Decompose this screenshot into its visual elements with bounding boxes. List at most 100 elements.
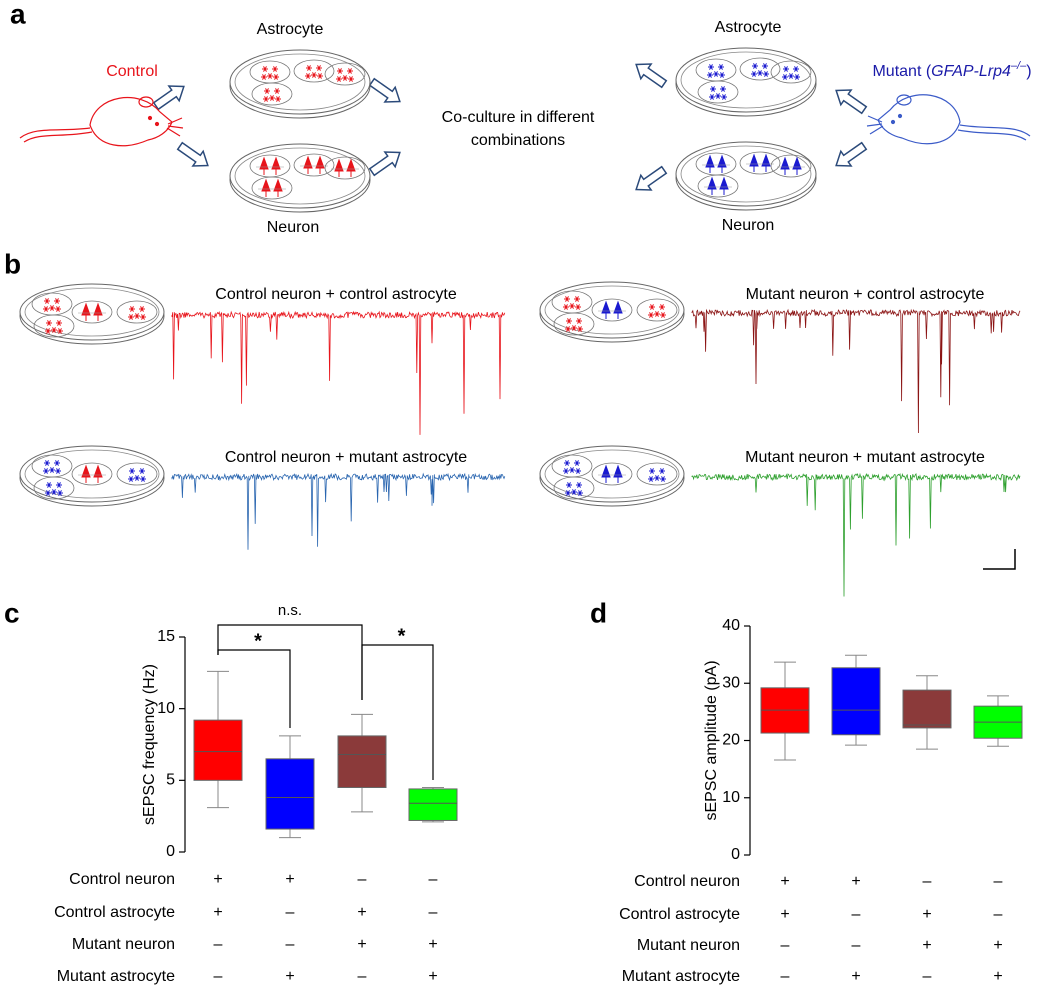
well: [251, 82, 293, 106]
astrocyte: [788, 73, 794, 79]
condition-sign: –: [923, 873, 932, 890]
astrocyte: [654, 475, 660, 481]
condition-sign: –: [994, 906, 1003, 923]
neuron: [792, 156, 802, 175]
astrocyte: [128, 314, 134, 320]
astrocyte: [708, 64, 714, 70]
well: [293, 153, 335, 177]
neuron: [273, 178, 283, 197]
astrocyte: [571, 489, 577, 495]
astrocyte: [710, 86, 716, 92]
condition-sign: –: [852, 906, 861, 923]
astrocyte: [129, 468, 135, 474]
well: [636, 462, 678, 486]
condition-sign: –: [214, 968, 223, 985]
control-mouse: [19, 96, 184, 147]
astrocyte: [263, 96, 269, 102]
neuron: [761, 153, 771, 172]
neuron: [303, 155, 313, 174]
dish: [675, 47, 817, 117]
y-tick-label: 15: [157, 628, 175, 645]
mutant-superscript: –/–: [1010, 60, 1027, 72]
trace-title: Mutant neuron + mutant astrocyte: [745, 449, 985, 466]
center-text: combinations: [471, 132, 565, 149]
trace: [691, 308, 1021, 434]
condition-sign: +: [851, 873, 860, 890]
astrocyte: [275, 96, 281, 102]
astrocyte: [659, 468, 665, 474]
trace: [171, 310, 506, 435]
astrocyte: [763, 71, 769, 77]
astrocyte: [782, 74, 788, 80]
astrocyte: [272, 66, 278, 72]
neuron: [613, 300, 623, 319]
dish-label: Neuron: [267, 219, 319, 236]
mutant-gene: GFAP-Lrp4: [931, 63, 1011, 80]
condition-sign: +: [993, 937, 1002, 954]
significance-label: *: [254, 630, 262, 652]
condition-label: Mutant astrocyte: [622, 968, 740, 985]
y-tick-label: 10: [157, 700, 175, 717]
dish-top: [229, 143, 371, 209]
astrocyte: [316, 65, 322, 71]
dish: [539, 445, 685, 507]
astrocyte: [576, 482, 582, 488]
box: [831, 667, 881, 736]
neuron: [271, 156, 281, 175]
well: [770, 154, 812, 178]
well: [251, 176, 293, 200]
astrocyte: [575, 304, 581, 310]
scale-bar: [983, 549, 1016, 570]
astrocyte: [337, 68, 343, 74]
astrocyte: [128, 476, 134, 482]
neuron: [749, 153, 759, 172]
astrocyte: [45, 490, 51, 496]
well: [71, 462, 113, 486]
astrocyte: [46, 482, 52, 488]
significance-label: n.s.: [278, 602, 302, 619]
astrocyte: [139, 468, 145, 474]
condition-label: Mutant astrocyte: [57, 968, 175, 985]
panel-label: c: [4, 597, 20, 628]
dish: [675, 141, 817, 211]
astrocyte: [793, 66, 799, 72]
astrocyte: [140, 476, 146, 482]
astrocyte: [660, 476, 666, 482]
dish-top: [675, 47, 817, 113]
dish-inner: [24, 287, 160, 337]
well: [324, 62, 366, 86]
neuron: [81, 464, 91, 483]
astrocyte: [660, 312, 666, 318]
y-tick-label: 5: [166, 772, 175, 789]
astrocyte: [43, 468, 49, 474]
condition-sign: +: [922, 937, 931, 954]
astrocyte: [565, 490, 571, 496]
well: [636, 298, 678, 322]
box: [902, 689, 952, 729]
trace-title: Mutant neuron + control astrocyte: [746, 286, 985, 303]
astrocyte: [709, 94, 715, 100]
astrocyte: [564, 296, 570, 302]
neuron: [81, 302, 91, 321]
astrocyte: [648, 312, 654, 318]
neuron: [613, 464, 623, 483]
condition-sign: –: [781, 968, 790, 985]
y-axis-label: sEPSC frequency (Hz): [141, 664, 158, 825]
astrocyte: [752, 63, 758, 69]
dish-label: Neuron: [722, 217, 774, 234]
astrocyte: [45, 328, 51, 334]
condition-label: Mutant neuron: [637, 937, 740, 954]
astrocyte: [336, 76, 342, 82]
condition-sign: +: [780, 873, 789, 890]
astrocyte: [569, 467, 575, 473]
astrocyte: [563, 468, 569, 474]
astrocyte: [715, 93, 721, 99]
astrocyte: [707, 72, 713, 78]
box: [265, 758, 315, 830]
astrocyte: [569, 303, 575, 309]
condition-sign: +: [285, 871, 294, 888]
astrocyte: [264, 88, 270, 94]
astrocyte: [564, 460, 570, 466]
dish-top: [19, 283, 165, 341]
